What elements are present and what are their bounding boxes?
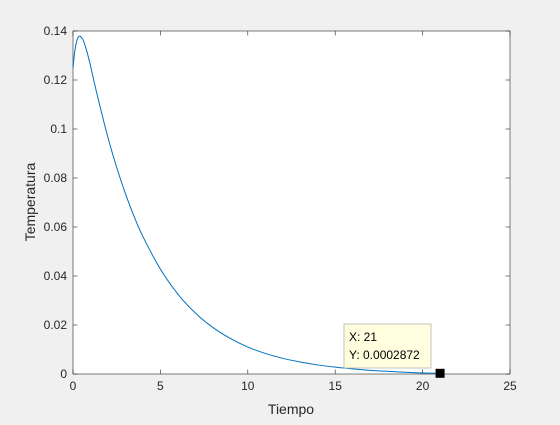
x-tick-label: 5 [157, 379, 164, 393]
datatip-box [343, 323, 432, 369]
y-tick-label: 0.04 [44, 269, 68, 283]
y-axis-label: Temperatura [22, 162, 38, 241]
y-tick-label: 0.08 [44, 171, 68, 185]
plot-area [72, 30, 511, 375]
y-axis-ticks: 0 0.02 0.04 0.06 0.08 0.1 0.12 0.14 [44, 24, 510, 381]
y-tick-label: 0.1 [50, 122, 67, 136]
x-tick-label: 25 [503, 379, 517, 393]
y-tick-label: 0 [60, 367, 67, 381]
y-tick-label: 0.12 [44, 73, 68, 87]
datatip-y-label: Y: 0.0002872 [349, 348, 420, 362]
x-tick-label: 20 [416, 379, 430, 393]
x-axis-label: Tiempo [268, 401, 314, 417]
y-tick-label: 0.02 [44, 318, 68, 332]
datatip[interactable]: X: 21 Y: 0.0002872 [343, 323, 445, 378]
y-tick-label: 0.06 [44, 220, 68, 234]
x-tick-label: 0 [70, 379, 77, 393]
y-tick-label: 0.14 [44, 24, 68, 38]
datatip-x-label: X: 21 [349, 330, 377, 344]
x-tick-label: 10 [241, 379, 255, 393]
x-tick-label: 15 [329, 379, 343, 393]
x-axis-ticks: 0 5 10 15 20 25 [70, 31, 517, 393]
datatip-marker[interactable] [435, 368, 445, 378]
